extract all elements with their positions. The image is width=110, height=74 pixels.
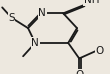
Text: N: N (38, 8, 46, 18)
Text: N: N (31, 38, 39, 48)
Text: O: O (96, 46, 104, 56)
Text: O: O (75, 70, 83, 74)
Text: S: S (8, 13, 15, 23)
Text: NH: NH (84, 0, 99, 5)
